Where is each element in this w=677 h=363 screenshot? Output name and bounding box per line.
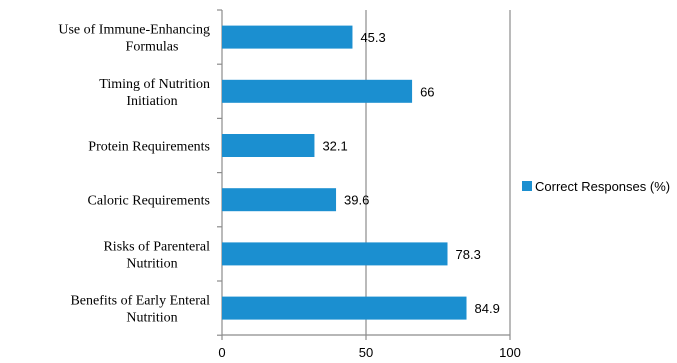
category-label: Risks of Parenteral Nutrition xyxy=(103,239,210,271)
value-labels: 45.3 66 32.1 39.6 78.3 84.9 xyxy=(322,30,499,316)
bar-value-label: 32.1 xyxy=(322,139,347,154)
bars-layer xyxy=(222,25,467,320)
bar xyxy=(222,296,467,320)
bar xyxy=(222,25,353,49)
bar-value-label: 39.6 xyxy=(344,193,369,208)
category-label: Use of Immune-Enhancing Formulas xyxy=(58,23,210,55)
bar xyxy=(222,79,413,103)
category-label: Protein Requirements xyxy=(88,140,210,155)
bar-value-label: 45.3 xyxy=(360,30,385,45)
bar xyxy=(222,134,315,157)
x-tick-label: 50 xyxy=(359,345,373,360)
category-label: Timing of Nutrition Initiation xyxy=(99,77,210,109)
legend-swatch xyxy=(522,181,532,191)
bar-value-label: 78.3 xyxy=(456,247,481,262)
category-label: Caloric Requirements xyxy=(88,194,210,209)
legend-label: Correct Responses (%) xyxy=(535,179,670,194)
grid-layer xyxy=(365,10,511,335)
axis-layer xyxy=(217,9,511,340)
x-tick-label: 100 xyxy=(499,345,521,360)
bar xyxy=(222,188,337,212)
category-labels: Use of Immune-Enhancing Formulas Timing of… xyxy=(58,23,210,326)
bar xyxy=(222,242,448,266)
bar-value-label: 66 xyxy=(420,84,434,99)
legend: Correct Responses (%) xyxy=(522,179,670,194)
x-tick-label: 0 xyxy=(218,345,225,360)
bar-value-label: 84.9 xyxy=(475,301,500,316)
category-label: Benefits of Early Enteral Nutrition xyxy=(70,294,210,326)
tick-labels: 0 50 100 xyxy=(218,345,520,360)
